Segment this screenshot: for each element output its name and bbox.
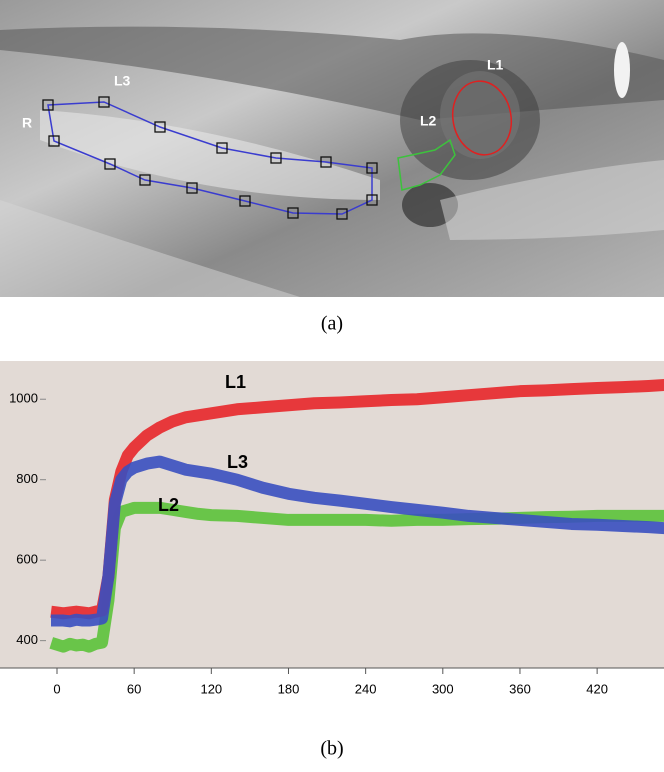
chart: 400 600 800 1000 0 60 120 180 240 300 360 420 L1 L3 L2 — [0, 361, 664, 696]
x-tick-label: 420 — [586, 681, 608, 696]
roi-vertex — [186, 182, 198, 194]
roi-vertex — [320, 156, 332, 168]
x-tick-label: 180 — [278, 681, 300, 696]
roi-vertex — [336, 208, 348, 220]
roi-vertex — [154, 121, 166, 133]
x-tick-label: 0 — [53, 681, 60, 696]
roi-label: L1 — [487, 57, 504, 73]
roi-vertex — [366, 194, 378, 206]
roi-vertex — [287, 207, 299, 219]
caption: (a) — [321, 313, 343, 335]
series-line — [51, 455, 664, 628]
roi-label: L2 — [420, 113, 437, 129]
roi-vertex — [216, 142, 228, 154]
y-tick-label: 800 — [16, 471, 38, 486]
roi-vertex — [139, 174, 151, 186]
caption: (b) — [320, 738, 343, 760]
roi-label: L3 — [114, 73, 131, 89]
x-tick-label: 120 — [200, 681, 222, 696]
y-tick-label: 600 — [16, 552, 38, 567]
y-tick-label: 400 — [16, 632, 38, 647]
roi-vertex — [98, 96, 110, 108]
mri-image: L1 L2 L3 R — [0, 0, 664, 297]
roi-vertex — [270, 152, 282, 164]
roi-vertex — [239, 195, 251, 207]
series-annotation: L2 — [158, 495, 179, 515]
roi-vertex — [48, 135, 60, 147]
x-tick-label: 240 — [355, 681, 377, 696]
series-line — [50, 378, 664, 620]
roi-vertex — [366, 162, 378, 174]
x-tick-label: 300 — [432, 681, 454, 696]
x-tick-label: 60 — [127, 681, 141, 696]
series-annotation: L1 — [225, 372, 246, 392]
roi-vertex — [42, 99, 54, 111]
roi-vertex — [104, 158, 116, 170]
x-tick-label: 360 — [509, 681, 531, 696]
y-tick-label: 1000 — [9, 391, 38, 406]
roi-label: R — [22, 115, 32, 131]
series-annotation: L3 — [227, 452, 248, 472]
